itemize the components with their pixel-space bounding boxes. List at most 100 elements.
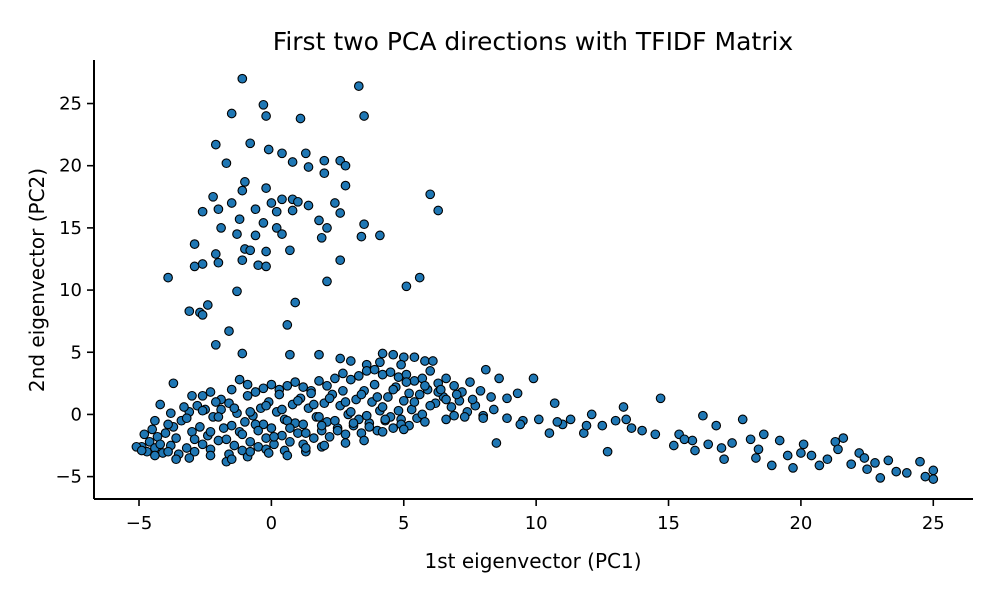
data-point — [277, 430, 287, 441]
data-point — [234, 214, 245, 225]
data-point — [189, 446, 200, 457]
data-point — [189, 261, 200, 272]
data-point — [242, 379, 253, 390]
data-point — [271, 206, 282, 217]
data-point — [372, 392, 383, 402]
data-point — [441, 373, 451, 384]
data-point — [250, 230, 261, 241]
data-point — [253, 425, 264, 436]
data-point — [213, 412, 224, 422]
data-point — [486, 392, 496, 402]
data-point — [287, 157, 298, 167]
data-point — [163, 446, 173, 457]
data-point — [420, 380, 430, 391]
data-point — [282, 320, 293, 330]
data-point — [515, 419, 526, 430]
data-point — [687, 435, 698, 446]
data-point — [285, 436, 295, 447]
data-point — [245, 436, 256, 447]
data-point — [875, 473, 886, 483]
data-point — [870, 458, 880, 468]
data-point — [226, 384, 237, 395]
data-point — [928, 465, 939, 476]
data-point — [163, 419, 173, 430]
data-point — [414, 389, 425, 400]
data-point — [369, 364, 380, 375]
data-point — [655, 393, 666, 404]
data-point — [475, 385, 486, 396]
data-point — [232, 229, 242, 239]
data-point — [197, 390, 208, 401]
data-point — [361, 410, 372, 421]
data-point — [581, 420, 592, 431]
data-point — [335, 353, 346, 364]
data-point — [165, 408, 176, 419]
data-point — [428, 356, 438, 366]
data-point — [184, 453, 195, 463]
data-point — [221, 434, 232, 445]
data-point — [711, 420, 722, 431]
data-point — [300, 443, 311, 453]
data-point — [205, 426, 216, 437]
data-point — [245, 245, 256, 256]
data-point — [388, 423, 399, 433]
data-point — [181, 443, 192, 453]
data-point — [258, 218, 269, 228]
data-point — [300, 428, 311, 438]
data-point — [250, 204, 261, 215]
data-point — [610, 415, 621, 426]
data-point — [261, 246, 271, 257]
data-point — [425, 189, 436, 200]
data-point — [245, 407, 256, 417]
data-point — [287, 205, 298, 216]
data-point — [253, 260, 264, 271]
data-point — [144, 436, 155, 447]
data-point — [226, 108, 237, 119]
data-point — [737, 414, 748, 425]
data-point — [277, 148, 287, 159]
data-point — [345, 356, 356, 366]
data-point — [160, 428, 171, 438]
data-point — [197, 310, 208, 320]
data-point — [263, 144, 274, 155]
data-point — [356, 231, 367, 242]
data-point — [250, 387, 261, 397]
data-point — [396, 359, 406, 370]
data-point — [846, 459, 857, 470]
data-point — [766, 460, 777, 471]
data-point — [210, 339, 221, 350]
data-point — [753, 444, 764, 455]
data-point — [155, 439, 166, 450]
data-point — [210, 139, 221, 150]
data-point — [306, 388, 316, 399]
data-point — [330, 415, 340, 426]
data-point — [862, 464, 872, 475]
data-point — [237, 348, 248, 359]
data-point — [425, 366, 436, 376]
data-point — [261, 261, 271, 272]
data-point — [838, 433, 849, 443]
data-point — [369, 379, 380, 390]
data-point — [446, 402, 457, 412]
chart-title: First two PCA directions with TFIDF Matr… — [273, 27, 793, 56]
data-point — [637, 425, 647, 436]
data-point — [197, 405, 208, 416]
data-point — [229, 440, 240, 451]
y-tick-label: 0 — [71, 404, 82, 425]
data-point — [269, 431, 279, 442]
data-point — [319, 168, 330, 179]
data-point — [168, 378, 179, 389]
data-point — [229, 403, 240, 414]
x-tick-label: 25 — [922, 513, 945, 534]
data-point — [298, 419, 309, 430]
data-point — [205, 387, 216, 397]
data-point — [277, 194, 287, 205]
data-point — [330, 373, 340, 384]
data-point — [798, 439, 809, 450]
data-point — [345, 407, 356, 417]
x-tick-label: 5 — [398, 513, 409, 534]
data-point — [626, 423, 637, 433]
data-point — [258, 99, 269, 110]
data-point — [745, 434, 756, 445]
data-point — [467, 394, 478, 405]
